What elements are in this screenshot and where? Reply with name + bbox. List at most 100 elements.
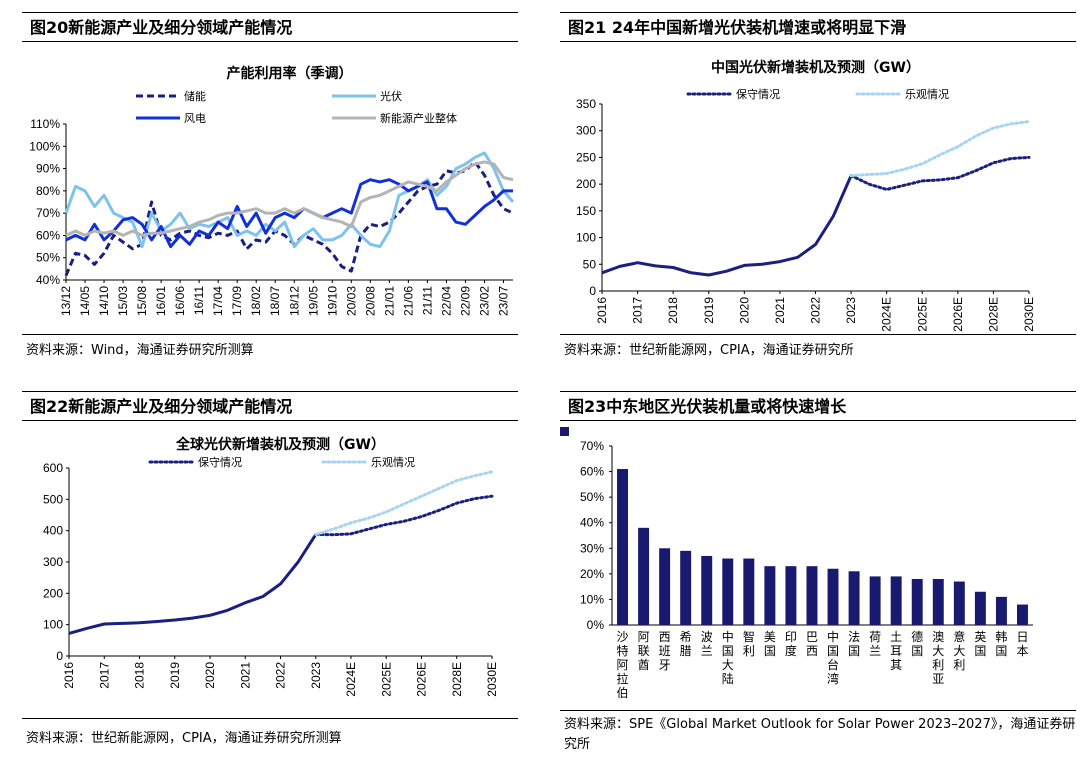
y-tick-label: 300 [43,555,63,569]
history-series-line [601,174,853,277]
y-tick-label: 70% [580,439,604,453]
y-tick-label: 110% [30,117,60,131]
y-tick-label: 100% [29,139,60,153]
x-tick-label: 20/03 [344,286,358,316]
x-tick-label: 2024E [880,297,894,332]
x-tick-label: 2026E [415,662,429,697]
bar-5 [701,555,713,625]
figure-20: 图20新能源产业及细分领域产能情况 产能利用率（季调） 40% 50% 60% 70% 8… [22,12,518,365]
series-line-2 [849,120,1031,178]
x-tick-label: 21/11 [420,286,434,315]
figure-23: 图23中东地区光伏装机量或将快速增长 0% 10% 20% 30% 40% 50% 60% 7… [560,391,1076,765]
global-pv-installation-chart: 全球光伏新增装机及预测（GW） 0 100 200 300 400 500 600 2016 20… [43,436,499,697]
x-tick-label: 沙特阿拉伯 [617,630,629,700]
series-line-2 [64,151,515,249]
y-tick-label: 200 [43,586,63,600]
x-tick-label: 2016 [595,297,609,324]
bar-8 [764,566,776,625]
x-tick-label: 德国 [911,629,923,658]
figure-source: 资料来源：世纪新能源网，CPIA，海通证券研究所 [560,334,1076,365]
series-line-2 [314,470,494,536]
x-tick-label: 西班牙 [659,630,671,672]
bar-13 [869,576,881,625]
figure-source: 资料来源：世纪新能源网，CPIA，海通证券研究所测算 [22,718,518,758]
y-tick-label: 350 [576,97,596,111]
legend-label: 光伏 [380,89,402,103]
x-tick-label: 22/04 [439,286,453,316]
y-tick-label: 10% [580,592,604,606]
x-tick-label: 2023 [309,662,323,689]
legend-label: 储能 [184,89,206,103]
x-tick-label: 日本 [1016,630,1028,658]
legend-label: 保守情况 [198,455,242,469]
x-tick-label: 2017 [631,297,645,324]
x-tick-label: 意大利 [953,629,965,672]
x-tick-label: 中国台湾 [827,629,839,686]
x-tick-label: 17/09 [230,286,244,316]
x-tick-label: 22/09 [458,286,472,316]
y-tick-label: 90% [36,162,60,176]
y-tick-label: 60% [36,228,60,242]
y-tick-label: 300 [576,124,596,138]
x-tick-label: 13/12 [59,286,73,316]
figure-title: 图21 24年中国新增光伏装机增速或将明显下滑 [560,12,1076,42]
y-tick-label: 80% [36,184,60,198]
bar-19 [995,596,1007,625]
x-tick-label: 波兰 [701,630,713,658]
china-pv-installation-chart: 中国光伏新增装机及预测（GW） 0 50 100 150 200 250 300 350 2016… [576,59,1036,332]
y-tick-label: 20% [580,567,604,581]
y-tick-label: 70% [36,206,60,220]
x-tick-label: 18/12 [287,286,301,316]
x-tick-label: 2019 [702,297,716,324]
legend-label: 乐观情况 [371,456,415,469]
legend-label: 新能源产业整体 [380,111,457,125]
y-tick-label: 150 [576,204,596,218]
bar-16 [932,578,944,625]
y-tick-label: 30% [580,541,604,555]
x-tick-label: 21/06 [401,286,415,316]
x-tick-label: 16/06 [173,286,187,316]
x-tick-label: 荷兰 [869,630,881,658]
figure-22: 图22新能源产业及细分领域产能情况 全球光伏新增装机及预测（GW） 0 100 200… [22,391,518,761]
x-tick-label: 19/05 [306,286,320,316]
x-tick-label: 20/08 [363,286,377,316]
bar-9 [785,566,797,625]
series-line-1 [849,155,1031,191]
capacity-utilization-chart: 产能利用率（季调） 40% 50% 60% 70% 80% 90% 100% 110% 13/12… [29,65,515,316]
x-tick-label: 2024E [344,662,358,697]
x-tick-label: 智利 [743,629,755,658]
bar-7 [743,558,755,625]
x-tick-label: 2022 [809,297,823,324]
x-tick-label: 21/01 [382,286,396,316]
bar-10 [806,566,818,625]
bar-17 [953,581,965,625]
chart-title: 中国光伏新增装机及预测（GW） [711,59,920,76]
x-tick-label: 2016 [62,662,76,689]
x-tick-label: 2021 [238,662,252,689]
figure-21: 图21 24年中国新增光伏装机增速或将明显下滑 中国光伏新增装机及预测（GW） 0… [560,12,1076,365]
x-tick-label: 2018 [666,297,680,324]
y-tick-label: 400 [43,524,63,538]
x-tick-label: 澳大利亚 [932,630,944,686]
x-tick-label: 15/03 [116,286,130,316]
y-tick-label: 50 [583,257,597,271]
x-tick-label: 17/04 [211,286,225,316]
middle-east-pv-cagr-chart: 0%10%20%30%40%50%60%70%沙特阿拉伯阿联酋西班牙希腊波兰中国… [560,427,1076,700]
x-tick-label: 2017 [97,662,111,689]
figure-title: 图22新能源产业及细分领域产能情况 [22,391,518,421]
y-tick-label: 100 [576,231,596,245]
y-tick-label: 50% [36,251,60,265]
bar-15 [911,578,923,625]
bar-12 [848,571,860,625]
bar-20 [1017,604,1028,625]
x-tick-label: 14/10 [97,286,111,316]
legend-label: 保守情况 [736,87,780,101]
figure-title: 图20新能源产业及细分领域产能情况 [22,12,518,42]
x-tick-label: 2022 [274,662,288,689]
x-tick-label: 2018 [133,662,147,689]
legend-label: 乐观情况 [905,88,949,101]
x-tick-label: 法国 [848,630,860,658]
series-line-1 [314,494,494,537]
x-tick-label: 2025E [915,297,929,332]
x-tick-label: 14/05 [78,286,92,316]
